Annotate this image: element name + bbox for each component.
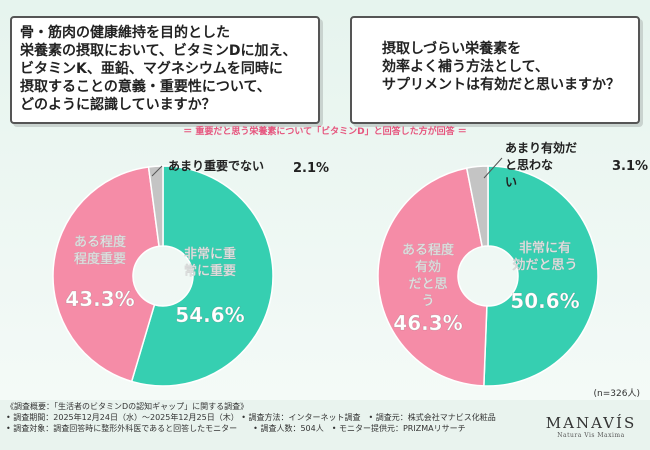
category-label: 効だと思う bbox=[512, 257, 577, 273]
category-label: 常に重要 bbox=[184, 263, 236, 279]
category-label: 程度重要 bbox=[74, 251, 126, 267]
brand-logo: MANAVÍS Natura Vis Maxima bbox=[536, 414, 646, 439]
sample-size-label: (n=326人) bbox=[593, 389, 640, 399]
question-line: 効率よく補う方法として、 bbox=[382, 59, 549, 75]
category-label: 非常に有 bbox=[519, 240, 571, 256]
category-label: う bbox=[421, 294, 434, 309]
category-label: 非常に重 bbox=[184, 246, 236, 262]
footer-line: 《調査概要：「生活者のビタミンDの認知ギャップ」に関する調査》 bbox=[6, 402, 249, 411]
question-line: 栄養素の摂取において、ビタミンDに加え、 bbox=[20, 43, 297, 59]
question-line: 摂取しづらい栄養素を bbox=[382, 41, 522, 57]
donut-slice bbox=[147, 165, 164, 248]
value-label: 3.1% bbox=[612, 159, 648, 174]
leader-line bbox=[151, 165, 163, 177]
question-line: ビタミンK、亜鉛、マグネシウムを同時に bbox=[20, 61, 283, 77]
category-label: あまり重要でない bbox=[168, 158, 264, 173]
question-line: 骨・筋肉の健康維持を目的とした bbox=[20, 25, 230, 41]
respondent-note: ＝ 重要だと思う栄養素について「ビタミンD」と回答した方が回答 ＝ bbox=[183, 127, 467, 137]
brand-name: MANAVÍS bbox=[545, 414, 637, 432]
value-label: 50.6% bbox=[510, 289, 579, 313]
donut-slice bbox=[52, 166, 160, 383]
value-label: 46.3% bbox=[393, 311, 462, 335]
footer-line: • 調査期間：2025年12月24日（水）〜2025年12月25日（木） • 調… bbox=[6, 413, 496, 422]
category-label: あまり有効だ bbox=[505, 140, 577, 155]
value-label: 2.1% bbox=[293, 161, 329, 176]
category-label: ある程度 bbox=[74, 234, 127, 250]
category-label: い bbox=[505, 175, 517, 189]
question-box-right: 摂取しづらい栄養素を 効率よく補う方法として、 サプリメントは有効だと思いますか… bbox=[350, 16, 640, 124]
footer-line: • 調査対象：調査回答時に整形外科医であると回答したモニター • 調査人数：50… bbox=[6, 424, 466, 433]
category-label: だと思 bbox=[408, 277, 447, 292]
leader-line bbox=[483, 157, 503, 179]
question-line: どのように認識していますか？ bbox=[20, 97, 216, 113]
donut-slice bbox=[465, 165, 489, 248]
donut-slice bbox=[130, 165, 274, 387]
question-line: 摂取することの意義・重要性について、 bbox=[20, 79, 271, 95]
brand-tagline: Natura Vis Maxima bbox=[557, 432, 625, 439]
donut-slice bbox=[377, 167, 488, 387]
donut-slice bbox=[483, 165, 599, 387]
category-label: ある程度 bbox=[402, 242, 455, 258]
question-box-left: 骨・筋肉の健康維持を目的とした 栄養素の摂取において、ビタミンDに加え、 ビタミ… bbox=[10, 16, 320, 124]
value-label: 43.3% bbox=[65, 287, 134, 311]
category-label: と思わな bbox=[505, 158, 553, 172]
category-label: 有効 bbox=[415, 259, 441, 275]
value-label: 54.6% bbox=[175, 303, 244, 327]
survey-footer: 《調査概要：「生活者のビタミンDの認知ギャップ」に関する調査》 • 調査期間：2… bbox=[6, 401, 526, 434]
question-line: サプリメントは有効だと思いますか？ bbox=[382, 77, 620, 93]
